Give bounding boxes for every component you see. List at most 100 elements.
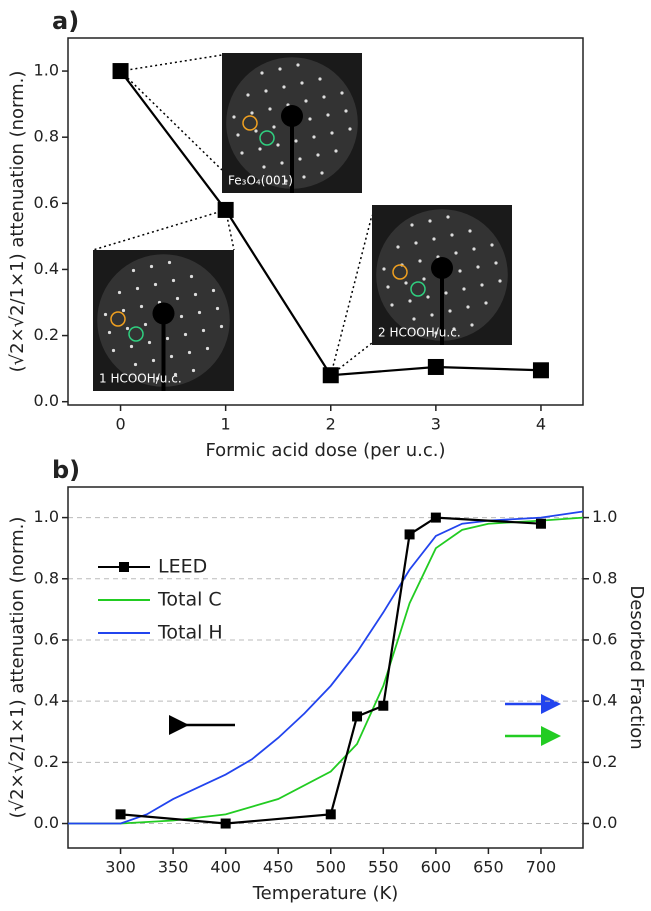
inset-spot bbox=[236, 133, 240, 137]
inset-spot bbox=[103, 312, 108, 317]
inset-spot bbox=[258, 147, 262, 151]
marker bbox=[378, 700, 389, 711]
panel-label: a) bbox=[52, 7, 79, 35]
inset-orange bbox=[392, 264, 408, 280]
leader-line bbox=[120, 70, 223, 171]
inset-spot bbox=[426, 295, 430, 299]
inset-spot bbox=[125, 326, 130, 331]
y2-tick-label: 0.2 bbox=[592, 752, 617, 771]
inset-spot bbox=[284, 179, 288, 183]
marker bbox=[220, 818, 231, 829]
inset-spot bbox=[129, 344, 134, 349]
inset-spot bbox=[151, 358, 156, 363]
inset-spot bbox=[454, 251, 458, 255]
inset-spot bbox=[153, 282, 158, 287]
inset-spot bbox=[300, 81, 304, 85]
inset-holder bbox=[290, 116, 294, 193]
marker bbox=[404, 529, 415, 540]
inset-spot bbox=[476, 265, 480, 269]
y-tick-label: 0.0 bbox=[34, 813, 59, 832]
y-axis-label: (√2×√2/1×1) attenuation (norm.) bbox=[7, 71, 28, 373]
inset-spot bbox=[410, 223, 414, 227]
inset-spot bbox=[215, 306, 220, 311]
legend-label: Total C bbox=[157, 589, 222, 611]
inset-spot bbox=[326, 113, 330, 117]
inset-spot bbox=[318, 77, 322, 81]
inset-spot bbox=[254, 129, 258, 133]
inset-spot bbox=[268, 107, 272, 111]
legend-label: LEED bbox=[158, 556, 207, 578]
inset-spot bbox=[219, 324, 224, 329]
leed-inset: 1 HCOOH/u.c. bbox=[93, 250, 234, 391]
inset-spot bbox=[484, 301, 488, 305]
marker bbox=[532, 362, 549, 379]
inset-spot bbox=[296, 63, 300, 67]
leader-line bbox=[330, 342, 373, 376]
inset-spot bbox=[302, 175, 306, 179]
marker bbox=[430, 512, 441, 523]
x-tick-label: 550 bbox=[368, 858, 399, 877]
inset-spot bbox=[165, 336, 170, 341]
series-line bbox=[68, 510, 584, 825]
inset-spot bbox=[175, 296, 180, 301]
inset-spot bbox=[472, 247, 476, 251]
inset-spot bbox=[187, 350, 192, 355]
plot-frame bbox=[67, 486, 584, 849]
inset-spot bbox=[450, 233, 454, 237]
inset-green bbox=[259, 130, 275, 146]
x-tick-label: 3 bbox=[431, 415, 441, 434]
x-tick-label: 600 bbox=[421, 858, 452, 877]
inset-spot bbox=[250, 111, 254, 115]
inset-spot bbox=[131, 268, 136, 273]
marker bbox=[325, 809, 336, 820]
x-tick-label: 450 bbox=[263, 858, 294, 877]
leed-inset: 2 HCOOH/u.c. bbox=[372, 205, 512, 345]
inset-green bbox=[128, 326, 144, 342]
inset-spot bbox=[316, 153, 320, 157]
inset-spot bbox=[139, 304, 144, 309]
x-axis-label: Formic acid dose (per u.c.) bbox=[205, 440, 445, 461]
inset-spot bbox=[304, 99, 308, 103]
inset-spot bbox=[282, 85, 286, 89]
inset-spot bbox=[308, 117, 312, 121]
inset-spot bbox=[470, 323, 474, 327]
inset-spot bbox=[444, 291, 448, 295]
x-tick-label: 0 bbox=[115, 415, 125, 434]
y-tick-label: 0.2 bbox=[34, 752, 59, 771]
y-tick-label: 0.6 bbox=[34, 629, 59, 648]
marker bbox=[217, 201, 234, 218]
y-tick-label: 0.8 bbox=[34, 568, 59, 587]
marker bbox=[115, 809, 126, 820]
legend-label: Total H bbox=[157, 622, 223, 644]
inset-label: 1 HCOOH/u.c. bbox=[99, 372, 182, 386]
x-tick-label: 500 bbox=[315, 858, 346, 877]
inset-spot bbox=[135, 286, 140, 291]
y2-tick-label: 1.0 bbox=[592, 507, 617, 526]
y-tick-label: 0.6 bbox=[34, 193, 59, 212]
x-tick-label: 1 bbox=[221, 415, 231, 434]
x-tick-label: 2 bbox=[326, 415, 336, 434]
marker bbox=[427, 358, 444, 375]
inset-spot bbox=[280, 161, 284, 165]
inset-spot bbox=[262, 165, 266, 169]
y-tick-label: 0.2 bbox=[34, 325, 59, 344]
inset-spot bbox=[458, 269, 462, 273]
inset-spot bbox=[171, 278, 176, 283]
inset-spot bbox=[468, 229, 472, 233]
inset-spot bbox=[412, 317, 416, 321]
y-tick-label: 1.0 bbox=[34, 61, 59, 80]
inset-spot bbox=[191, 368, 196, 373]
inset-spot bbox=[422, 277, 426, 281]
inset-spot bbox=[334, 149, 338, 153]
inset-holder bbox=[440, 268, 444, 345]
inset-spot bbox=[111, 348, 116, 353]
inset-spot bbox=[428, 219, 432, 223]
y2-tick-label: 0.0 bbox=[592, 813, 617, 832]
inset-spot bbox=[205, 346, 210, 351]
inset-spot bbox=[320, 171, 324, 175]
panel-label: b) bbox=[52, 456, 80, 484]
legend-marker bbox=[119, 562, 129, 572]
y-tick-label: 0.4 bbox=[34, 259, 59, 278]
inset-spot bbox=[278, 67, 282, 71]
inset-spot bbox=[396, 245, 400, 249]
